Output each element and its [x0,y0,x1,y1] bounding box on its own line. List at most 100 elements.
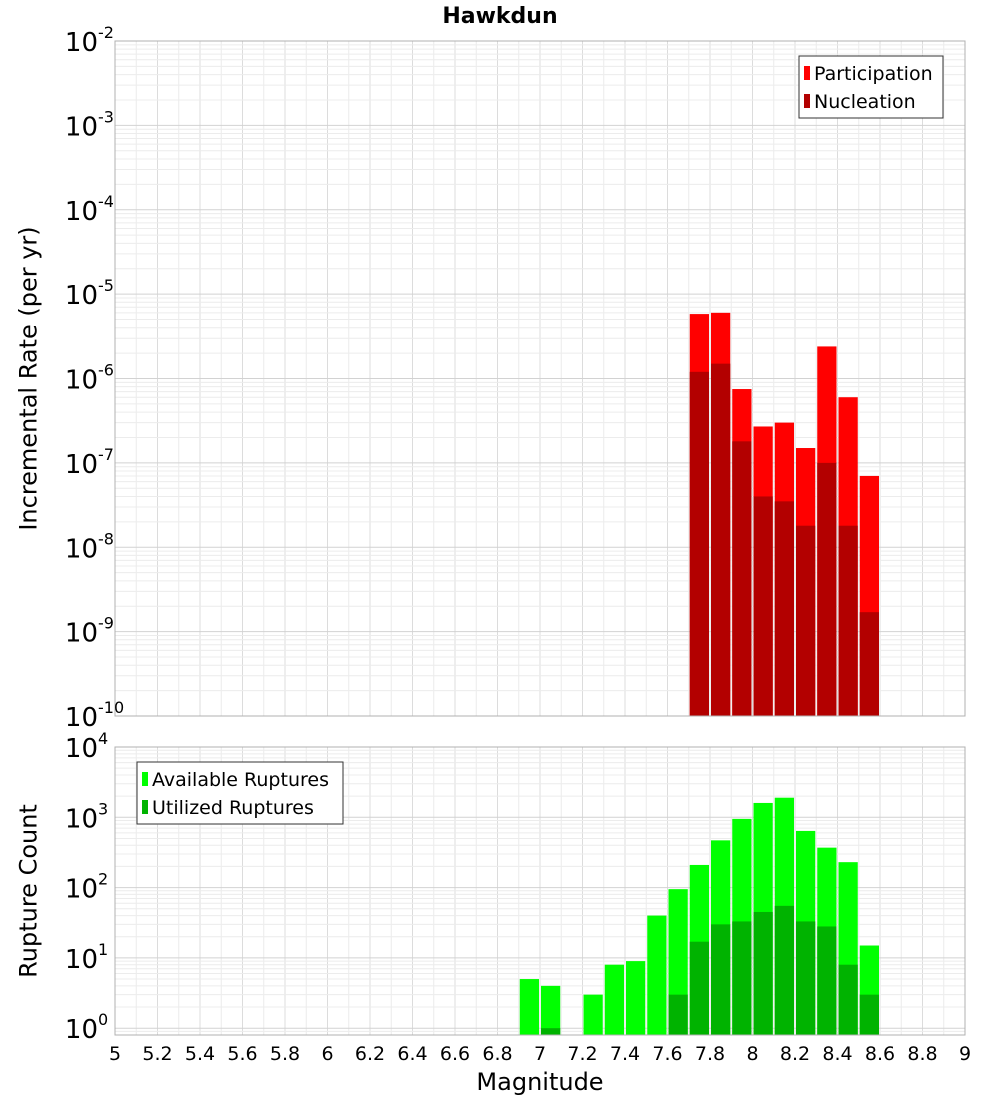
legend-swatch [142,772,148,786]
y-tick-exponent: 3 [98,799,108,818]
y-tick-label: 10 [65,804,98,834]
y-tick-label: 10 [65,534,98,564]
x-tick-label: 5.8 [270,1043,300,1065]
y-tick-label: 10 [65,619,98,649]
x-tick-label: 5.4 [185,1043,215,1065]
x-tick-label: 8 [746,1043,758,1065]
bar-utilized-ruptures [796,921,816,1035]
x-tick-label: 7.6 [652,1043,682,1065]
y-tick-base: 10 [65,804,98,834]
x-tick-label: 7.8 [695,1043,725,1065]
y-tick-label: 10 [65,875,98,905]
bottom-bars [519,797,879,1035]
bar-available-ruptures [626,961,646,1035]
x-tick-label: 5.6 [227,1043,257,1065]
y-tick-base: 10 [65,1015,98,1045]
x-tick-label: 6.8 [482,1043,512,1065]
bar-available-ruptures [647,915,667,1035]
y-tick-base: 10 [65,734,98,764]
legend-swatch [142,800,148,814]
bar-available-ruptures [541,985,561,1035]
legend-label: Available Ruptures [152,769,329,791]
x-tick-label: 5.2 [142,1043,172,1065]
x-tick-label: 7 [534,1043,546,1065]
bar-nucleation [774,501,794,716]
bar-utilized-ruptures [859,994,879,1035]
x-axis-label: Magnitude [476,1068,603,1096]
y-tick-base: 10 [65,281,98,311]
top-grid [114,40,966,717]
bar-available-ruptures [583,994,603,1035]
bar-utilized-ruptures [541,1028,561,1035]
bar-nucleation [796,525,816,716]
x-tick-label: 6.4 [397,1043,427,1065]
x-tick-label: 8.8 [907,1043,937,1065]
bar-available-ruptures [604,964,624,1035]
y-tick-label: 10 [65,281,98,311]
y-tick-exponent: -4 [98,192,114,211]
x-tick-label: 8.2 [780,1043,810,1065]
y-tick-exponent: 1 [98,940,108,959]
bar-nucleation [732,441,752,716]
y-tick-exponent: -3 [98,107,114,126]
bar-nucleation [711,363,731,716]
x-tick-label: 7.2 [567,1043,597,1065]
x-tick-label: 9 [959,1043,971,1065]
y-tick-label: 10 [65,703,98,733]
top-legend: Participation Nucleation [798,55,944,119]
y-tick-label: 10 [65,112,98,142]
y-tick-label: 10 [65,28,98,58]
bar-nucleation [817,462,837,716]
y-tick-base: 10 [65,703,98,733]
y-tick-exponent: 4 [98,729,108,748]
top-y-axis-label: Incremental Rate (per yr) [14,226,42,530]
bar-utilized-ruptures [838,964,858,1035]
y-tick-base: 10 [65,197,98,227]
y-tick-base: 10 [65,875,98,905]
legend-swatch [804,94,810,108]
y-tick-base: 10 [65,534,98,564]
bar-nucleation [859,612,879,716]
bar-available-ruptures [519,979,539,1035]
y-tick-exponent: -6 [98,361,114,380]
y-tick-base: 10 [65,28,98,58]
bottom-legend: Available Ruptures Utilized Ruptures [136,761,344,825]
legend-label: Utilized Ruptures [152,797,314,819]
bar-utilized-ruptures [668,994,688,1035]
bar-nucleation [753,496,773,716]
legend-box [798,55,944,119]
y-tick-base: 10 [65,366,98,396]
bottom-plot-border [114,746,966,1036]
y-tick-label: 10 [65,1015,98,1045]
x-tick-label: 6.6 [440,1043,470,1065]
y-tick-exponent: 0 [98,1010,108,1029]
y-tick-exponent: -9 [98,614,114,633]
legend-label: Participation [814,63,933,85]
x-tick-labels: 5 5.2 5.4 5.6 5.8 6 6.2 6.4 6.6 6.8 7 7.2 7.4 7.6 7.8 8… [109,1043,971,1065]
bottom-y-axis-label: Rupture Count [14,804,42,978]
y-tick-base: 10 [65,945,98,975]
legend-box [136,761,344,825]
y-tick-base: 10 [65,619,98,649]
bar-utilized-ruptures [817,926,837,1035]
y-tick-base: 10 [65,112,98,142]
bar-nucleation [689,371,709,716]
chart-title: Hawkdun [442,4,557,29]
y-tick-exponent: -2 [98,23,114,42]
y-tick-exponent: -10 [98,698,124,717]
x-tick-label: 8.6 [865,1043,895,1065]
y-tick-base: 10 [65,450,98,480]
bar-utilized-ruptures [711,924,731,1035]
y-tick-label: 10 [65,945,98,975]
legend-label: Nucleation [814,91,916,113]
x-tick-label: 6 [321,1043,333,1065]
y-tick-label: 10 [65,366,98,396]
bar-utilized-ruptures [774,905,794,1035]
y-tick-exponent: -5 [98,276,114,295]
y-tick-exponent: 2 [98,870,108,889]
y-tick-exponent: -8 [98,529,114,548]
top-bars [689,312,879,716]
